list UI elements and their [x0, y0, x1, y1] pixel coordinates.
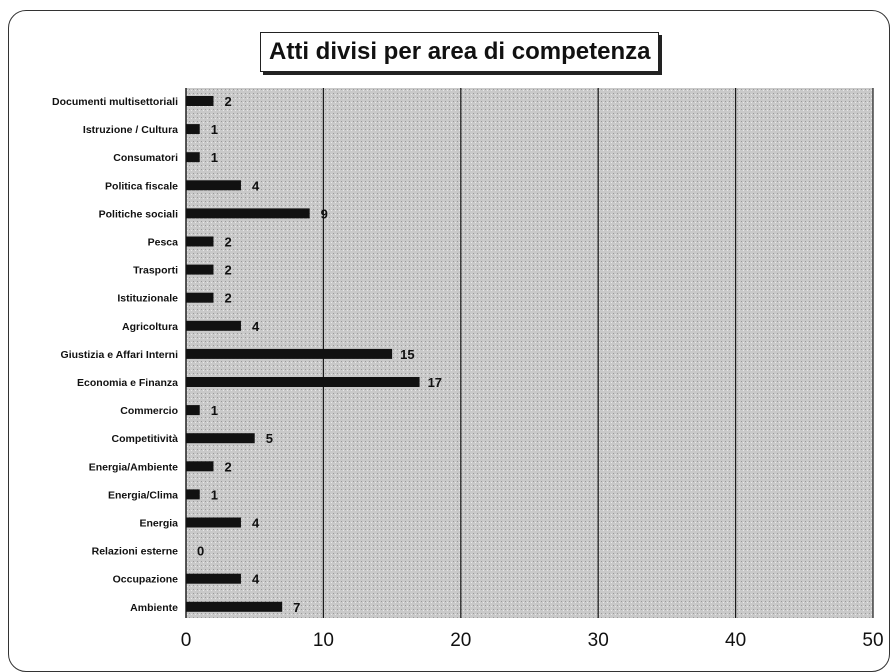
- data-label: 2: [224, 263, 231, 278]
- data-label: 1: [211, 150, 218, 165]
- bar: [186, 236, 214, 247]
- data-label: 17: [428, 375, 442, 390]
- bar: [186, 377, 420, 387]
- x-tick-label: 30: [588, 630, 609, 651]
- category-label: Competitività: [111, 433, 178, 445]
- data-label: 2: [224, 459, 231, 474]
- bar: [186, 405, 200, 416]
- bar: [186, 601, 283, 612]
- bar-chart: Documenti multisettoriali 2 Istruzione / C…: [52, 88, 884, 651]
- bar: [186, 489, 200, 500]
- x-tick-label: 0: [181, 630, 192, 651]
- bar: [186, 461, 214, 472]
- category-label: Commercio: [120, 405, 178, 417]
- bar: [186, 573, 241, 584]
- x-tick-label: 50: [862, 630, 883, 651]
- category-label: Energia/Ambiente: [89, 461, 178, 473]
- category-label: Relazioni esterne: [92, 546, 179, 558]
- category-label: Trasporti: [133, 265, 178, 277]
- category-label: Consumatori: [113, 152, 178, 164]
- data-label: 2: [224, 94, 231, 109]
- data-label: 4: [252, 572, 260, 587]
- category-label: Energia: [139, 518, 178, 530]
- category-label: Agricoltura: [122, 321, 178, 333]
- bar: [186, 348, 393, 359]
- data-label: 0: [197, 544, 204, 559]
- data-label: 1: [211, 403, 218, 418]
- data-label: 2: [224, 235, 231, 250]
- data-label: 5: [266, 431, 273, 446]
- chart-title: Atti divisi per area di competenza: [260, 32, 660, 72]
- category-label: Ambiente: [130, 602, 178, 614]
- bar: [186, 264, 214, 275]
- data-label: 4: [252, 178, 260, 193]
- category-label: Occupazione: [113, 574, 179, 586]
- bar: [186, 320, 241, 331]
- data-label: 2: [224, 291, 231, 306]
- category-label: Giustizia e Affari Interni: [61, 349, 179, 361]
- bar: [186, 433, 255, 444]
- bar: [186, 180, 241, 191]
- x-tick-label: 20: [450, 630, 471, 651]
- category-label: Economia e Finanza: [77, 377, 178, 389]
- category-label: Politiche sociali: [99, 208, 178, 220]
- category-label: Documenti multisettoriali: [52, 96, 178, 108]
- category-label: Istituzionale: [117, 293, 178, 305]
- data-label: 9: [321, 206, 328, 221]
- data-label: 7: [293, 600, 300, 615]
- data-label: 4: [252, 516, 260, 531]
- bar: [186, 96, 214, 106]
- bar: [186, 152, 200, 163]
- x-tick-label: 10: [313, 630, 334, 651]
- category-label: Politica fiscale: [105, 180, 178, 192]
- data-label: 1: [211, 122, 218, 137]
- data-label: 15: [400, 347, 414, 362]
- bar: [186, 124, 200, 135]
- data-label: 4: [252, 319, 260, 334]
- x-tick-label: 40: [725, 630, 746, 651]
- bar: [186, 517, 241, 528]
- bar: [186, 292, 214, 303]
- category-label: Energia/Clima: [108, 489, 178, 501]
- bar: [186, 208, 310, 219]
- category-label: Istruzione / Cultura: [83, 124, 178, 136]
- data-label: 1: [211, 487, 218, 502]
- category-label: Pesca: [148, 237, 179, 249]
